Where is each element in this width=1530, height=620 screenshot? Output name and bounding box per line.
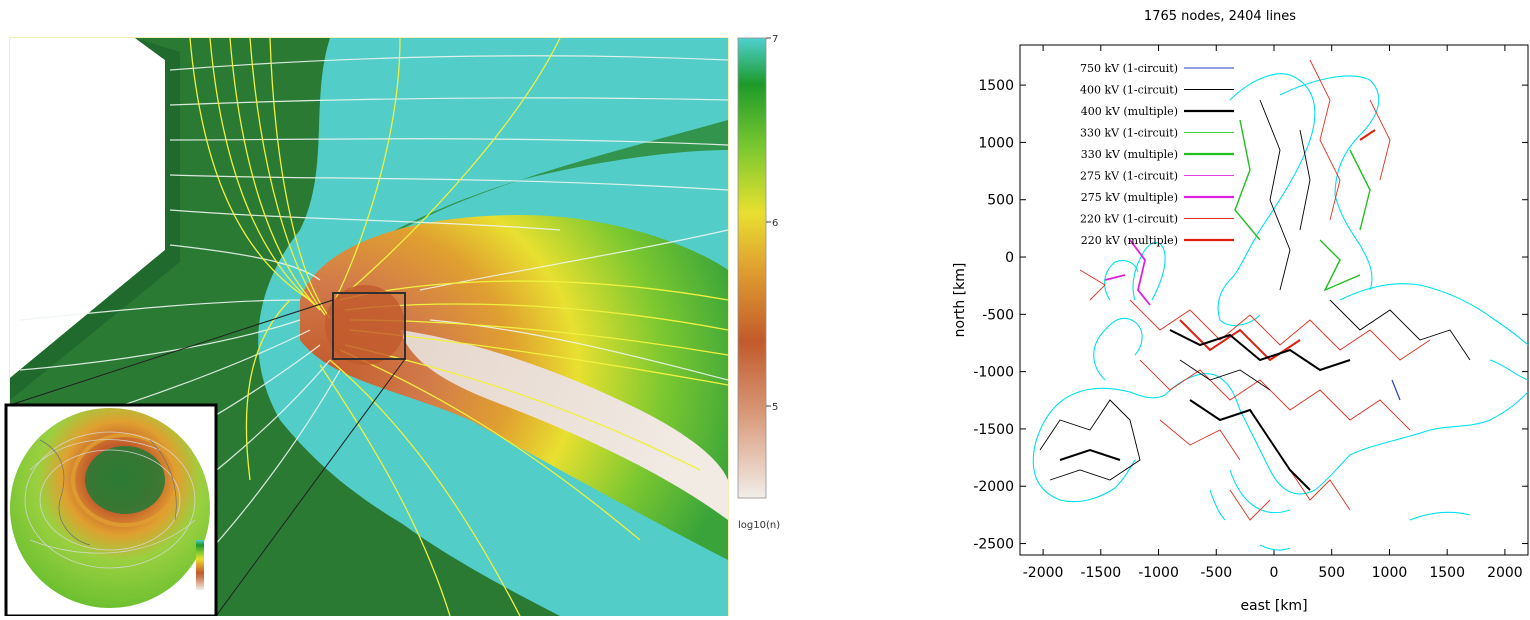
legend-entry-label: 750 kV (1-circuit) (1080, 62, 1178, 75)
y-axis: -2500 -2000 -1500 -1000 -500 0 500 1000 1500 (973, 78, 1528, 553)
y-tick-label: -1500 (973, 422, 1014, 438)
x-tick-label: 1000 (1372, 565, 1408, 581)
legend-entry-label: 400 kV (1-circuit) (1080, 84, 1178, 97)
transmission-grid-chart: 1765 nodes, 2404 lines -2000 -1500 -1000 -5… (930, 0, 1530, 616)
x-tick-label: 0 (1270, 565, 1279, 581)
x-axis: -2000 -1500 -1000 -500 0 500 1000 1500 2000 (1023, 45, 1523, 581)
tail-core (400, 330, 728, 520)
x-tick-label: -1500 (1080, 565, 1121, 581)
lines-220kv (1079, 59, 1431, 521)
y-tick-label: 1000 (978, 135, 1014, 151)
legend-entry-label: 220 kV (1-circuit) (1080, 213, 1178, 226)
cutaway-region (10, 38, 165, 378)
magnetosphere-simulation: 5 6 7 log10(n) (4, 34, 780, 618)
colorbar-tick-label: 6 (772, 218, 778, 229)
x-tick-label: 1500 (1429, 565, 1465, 581)
lines-400kv (1039, 99, 1471, 481)
y-tick-label: -2000 (973, 479, 1014, 495)
colorbar-tick-label: 7 (772, 34, 778, 45)
x-axis-label: east [km] (1240, 598, 1307, 614)
coastline (1032, 73, 1529, 551)
y-tick-label: 0 (1005, 250, 1014, 266)
cutaway-edge (10, 38, 180, 400)
earth-region (325, 285, 405, 365)
chart-title: 1765 nodes, 2404 lines (1144, 9, 1296, 24)
x-tick-label: -2000 (1023, 565, 1064, 581)
colorbar-label: log10(n) (738, 520, 780, 531)
legend-entry-label: 330 kV (multiple) (1081, 148, 1178, 161)
line-750kv (1391, 379, 1401, 401)
legend-entry-label: 330 kV (1-circuit) (1080, 127, 1178, 140)
polar-inset (4, 403, 218, 618)
colorbar-ticks: 5 6 7 (766, 34, 778, 413)
colorbar-tick-label: 5 (772, 402, 778, 413)
inset-colorbar (196, 540, 204, 590)
legend-entry-label: 220 kV (multiple) (1081, 234, 1178, 247)
colorbar (737, 37, 767, 499)
lower-sheath (286, 350, 700, 616)
shoulder-band (300, 120, 728, 300)
lines-330kv (1234, 119, 1371, 292)
lines-275kv (1104, 239, 1151, 306)
y-tick-label: -1000 (973, 365, 1014, 381)
y-tick-label: 1500 (978, 78, 1014, 94)
legend-entry-label: 275 kV (1-circuit) (1080, 170, 1178, 183)
plot-area (1019, 44, 1529, 556)
lines-400kv-multiple (1059, 329, 1351, 491)
x-tick-label: 2000 (1487, 565, 1523, 581)
legend: 750 kV (1-circuit) 400 kV (1-circuit) 400 … (1080, 62, 1234, 247)
zoom-box (332, 292, 406, 360)
y-tick-label: -2500 (973, 537, 1014, 553)
legend-entry-label: 400 kV (multiple) (1081, 105, 1178, 118)
y-tick-label: 500 (987, 193, 1014, 209)
legend-entry-label: 275 kV (multiple) (1081, 191, 1178, 204)
x-tick-label: -500 (1200, 565, 1232, 581)
x-tick-label: -1000 (1138, 565, 1179, 581)
x-tick-label: 500 (1318, 565, 1345, 581)
y-axis-label: north [km] (952, 263, 968, 338)
y-tick-label: -500 (982, 307, 1014, 323)
